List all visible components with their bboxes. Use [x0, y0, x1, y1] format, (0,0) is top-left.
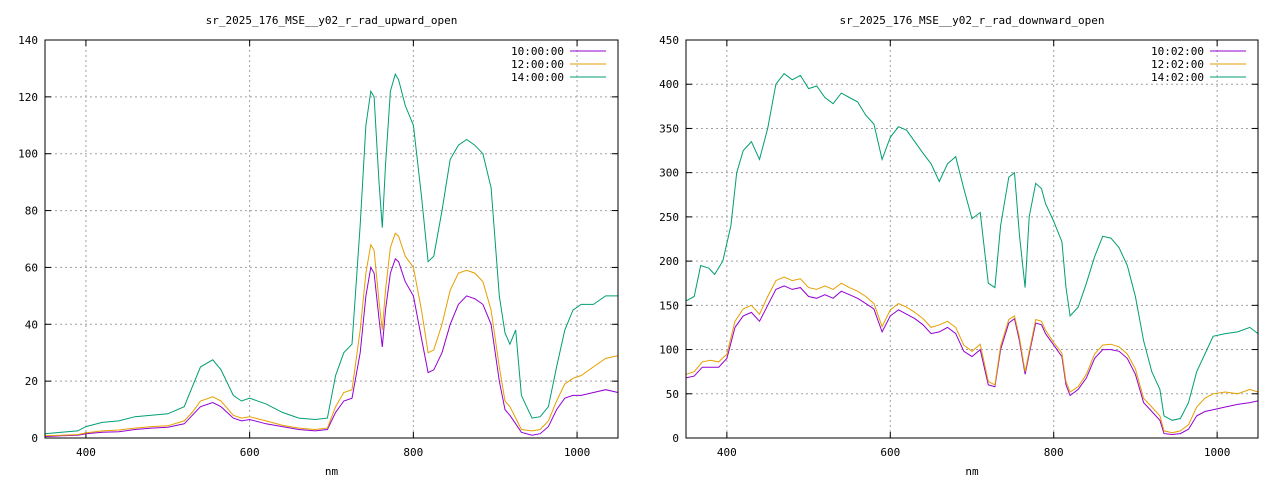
- y-tick-label: 450: [659, 34, 679, 47]
- y-tick-label: 40: [25, 318, 38, 331]
- axis-ticks: 400 600 800 1000 0 50 100 150 200 250 300 350 400 450: [659, 34, 1258, 459]
- legend-label: 10:02:00: [1151, 45, 1204, 58]
- series-line-14:02:00: [685, 72, 1259, 421]
- grid: [45, 40, 618, 438]
- axis-ticks: 400 600 800 1000 0 20 40 60 80 100 120 140: [18, 34, 618, 459]
- y-tick-label: 80: [25, 205, 38, 218]
- x-tick-label: 400: [717, 446, 737, 459]
- x-axis-label: nm: [325, 465, 339, 478]
- plot-frame: [44, 39, 619, 439]
- y-tick-label: 100: [18, 148, 38, 161]
- series-line-14:00:00: [44, 72, 618, 435]
- y-tick-label: 0: [31, 432, 38, 445]
- y-tick-label: 20: [25, 375, 38, 388]
- x-tick-label: 600: [240, 446, 260, 459]
- x-tick-label: 800: [1044, 446, 1064, 459]
- y-tick-label: 60: [25, 261, 38, 274]
- y-tick-label: 400: [659, 78, 679, 91]
- series-lines: [685, 72, 1259, 436]
- x-tick-label: 1000: [1204, 446, 1231, 459]
- y-tick-label: 350: [659, 122, 679, 135]
- y-tick-label: 150: [659, 299, 679, 312]
- plot-frame: [685, 39, 1259, 439]
- series-lines: [44, 72, 619, 438]
- chart-title: sr_2025_176_MSE__y02_r_rad_upward_open: [206, 14, 458, 27]
- legend-label: 12:00:00: [511, 58, 564, 71]
- y-tick-label: 50: [666, 388, 679, 401]
- series-line-10:00:00: [44, 258, 619, 438]
- y-tick-label: 200: [659, 255, 679, 268]
- legend-label: 14:02:00: [1151, 71, 1204, 84]
- legend-label: 12:02:00: [1151, 58, 1204, 71]
- grid: [686, 40, 1258, 438]
- x-tick-label: 800: [403, 446, 423, 459]
- y-tick-label: 140: [18, 34, 38, 47]
- series-line-12:02:00: [685, 276, 1259, 434]
- legend-label: 10:00:00: [511, 45, 564, 58]
- x-tick-label: 1000: [564, 446, 591, 459]
- series-line-12:00:00: [44, 232, 619, 437]
- series-line-10:02:00: [685, 285, 1259, 436]
- x-axis-label: nm: [965, 465, 979, 478]
- x-tick-label: 400: [76, 446, 96, 459]
- y-tick-label: 300: [659, 167, 679, 180]
- legend-label: 14:00:00: [511, 71, 564, 84]
- chart-title: sr_2025_176_MSE__y02_r_rad_downward_open: [840, 14, 1105, 27]
- y-tick-label: 120: [18, 91, 38, 104]
- y-tick-label: 100: [659, 344, 679, 357]
- y-tick-label: 0: [672, 432, 679, 445]
- upward-radiance-chart: sr_2025_176_MSE__y02_r_rad_upward_open n…: [18, 14, 619, 478]
- y-tick-label: 250: [659, 211, 679, 224]
- x-tick-label: 600: [880, 446, 900, 459]
- downward-radiance-chart: sr_2025_176_MSE__y02_r_rad_downward_open…: [659, 14, 1259, 478]
